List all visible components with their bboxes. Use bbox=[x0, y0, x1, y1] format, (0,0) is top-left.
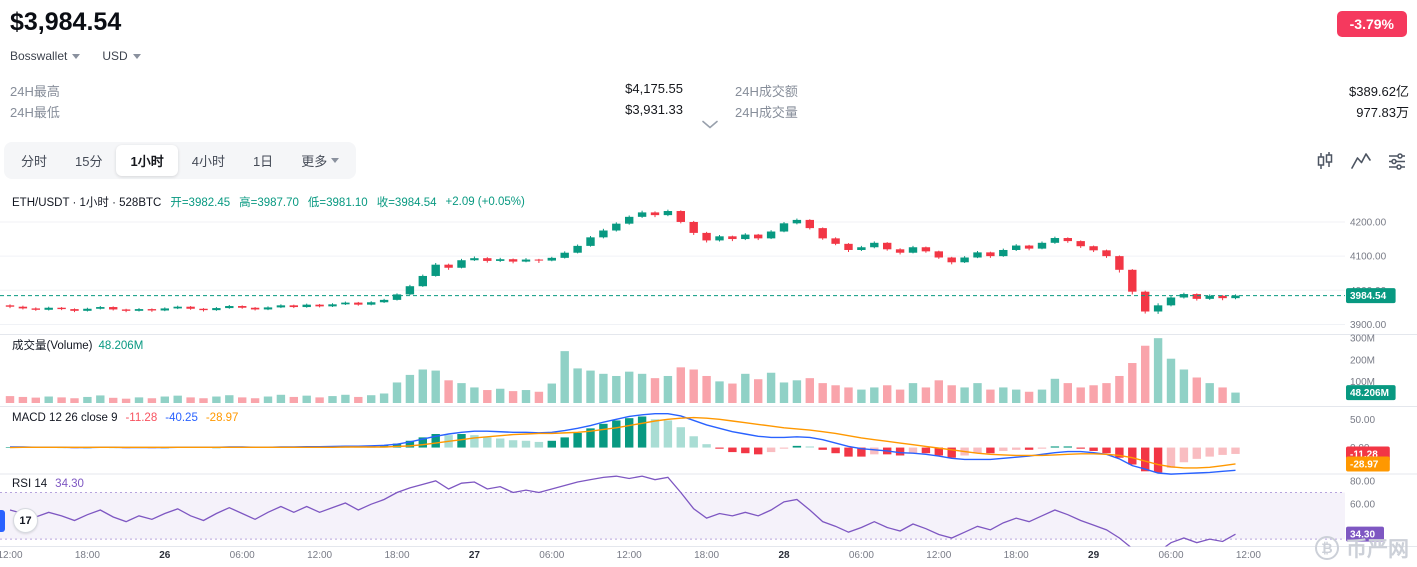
svg-text:12:00: 12:00 bbox=[1236, 550, 1261, 561]
svg-text:06:00: 06:00 bbox=[230, 550, 255, 561]
tab-time-sharing[interactable]: 分时 bbox=[21, 154, 48, 169]
watermark: ₿ 币严网 bbox=[1315, 533, 1409, 563]
svg-text:06:00: 06:00 bbox=[539, 550, 564, 561]
svg-text:06:00: 06:00 bbox=[1158, 550, 1183, 561]
coin-icon: ₿ bbox=[1315, 536, 1339, 560]
tab-15min[interactable]: 15分 bbox=[75, 154, 103, 169]
candlestick-style-icon[interactable] bbox=[1315, 151, 1335, 171]
svg-text:06:00: 06:00 bbox=[849, 550, 874, 561]
stat-volume-value: 977.83万 bbox=[1356, 105, 1409, 120]
caret-down-icon bbox=[331, 158, 340, 163]
stat-low-label: 24H最低 bbox=[10, 105, 60, 120]
caret-down-icon bbox=[72, 53, 81, 59]
svg-text:3900.00: 3900.00 bbox=[1350, 320, 1387, 331]
indicator-settings-icon[interactable] bbox=[1387, 151, 1407, 171]
selectors-row: Bosswallet USD bbox=[10, 49, 141, 63]
tv-logo-badge[interactable]: 17 bbox=[13, 508, 38, 533]
stat-high-label: 24H最高 bbox=[10, 84, 60, 99]
watermark-text: 币严网 bbox=[1346, 538, 1409, 561]
svg-text:18:00: 18:00 bbox=[1004, 550, 1029, 561]
stat-turnover-label: 24H成交额 bbox=[735, 84, 798, 99]
left-accent-strip bbox=[0, 510, 5, 532]
svg-text:-28.97: -28.97 bbox=[1350, 459, 1379, 470]
wallet-selector-label: Bosswallet bbox=[10, 49, 68, 63]
svg-text:27: 27 bbox=[469, 550, 481, 561]
svg-text:-11.28: -11.28 bbox=[1350, 449, 1378, 460]
svg-text:12:00: 12:00 bbox=[0, 550, 23, 561]
current-price: $3,984.54 bbox=[10, 8, 122, 36]
svg-text:12:00: 12:00 bbox=[617, 550, 642, 561]
svg-text:29: 29 bbox=[1088, 550, 1100, 561]
svg-text:100M: 100M bbox=[1350, 377, 1375, 388]
svg-text:18:00: 18:00 bbox=[75, 550, 100, 561]
svg-text:18:00: 18:00 bbox=[384, 550, 409, 561]
timeframe-tabs: 分时 15分 1小时 4小时 1日 更多 bbox=[4, 142, 357, 179]
svg-text:12:00: 12:00 bbox=[926, 550, 951, 561]
svg-text:26: 26 bbox=[159, 550, 171, 561]
svg-text:50.00: 50.00 bbox=[1350, 415, 1375, 426]
svg-text:4200.00: 4200.00 bbox=[1350, 217, 1387, 228]
svg-text:300M: 300M bbox=[1350, 334, 1375, 345]
line-chart-icon[interactable] bbox=[1351, 151, 1371, 171]
change-badge: -3.79% bbox=[1336, 11, 1407, 37]
currency-selector-label: USD bbox=[102, 49, 128, 63]
caret-down-icon bbox=[132, 53, 141, 59]
stat-turnover-value: $389.62亿 bbox=[1349, 84, 1409, 99]
svg-text:80.00: 80.00 bbox=[1350, 476, 1375, 487]
chart-area[interactable]: 4200.004100.004000.003900.00300M200M100M… bbox=[0, 186, 1417, 567]
svg-text:18:00: 18:00 bbox=[694, 550, 719, 561]
tab-more[interactable]: 更多 bbox=[287, 145, 353, 176]
svg-text:200M: 200M bbox=[1350, 355, 1375, 366]
svg-text:60.00: 60.00 bbox=[1350, 500, 1375, 511]
svg-text:12:00: 12:00 bbox=[307, 550, 332, 561]
tab-1hour[interactable]: 1小时 bbox=[116, 145, 178, 176]
tab-more-label: 更多 bbox=[301, 154, 328, 169]
wallet-selector[interactable]: Bosswallet bbox=[10, 49, 81, 63]
expand-stats-chevron-icon[interactable] bbox=[702, 120, 718, 129]
stat-high-value: $4,175.55 bbox=[625, 81, 683, 96]
svg-text:48.206M: 48.206M bbox=[1350, 388, 1389, 399]
stat-volume-label: 24H成交量 bbox=[735, 105, 798, 120]
tab-1day[interactable]: 1日 bbox=[252, 154, 274, 169]
svg-text:34.30: 34.30 bbox=[1350, 530, 1375, 541]
chart-tool-icons bbox=[1315, 151, 1407, 171]
price-chart-svg[interactable]: 4200.004100.004000.003900.00300M200M100M… bbox=[0, 186, 1417, 567]
svg-text:3984.54: 3984.54 bbox=[1350, 291, 1387, 302]
stat-low-value: $3,931.33 bbox=[625, 102, 683, 117]
svg-text:28: 28 bbox=[778, 550, 790, 561]
chart-toolbar: 分时 15分 1小时 4小时 1日 更多 bbox=[4, 142, 1407, 179]
currency-selector[interactable]: USD bbox=[102, 49, 141, 63]
tab-4hour[interactable]: 4小时 bbox=[191, 154, 225, 169]
svg-text:4100.00: 4100.00 bbox=[1350, 252, 1387, 263]
